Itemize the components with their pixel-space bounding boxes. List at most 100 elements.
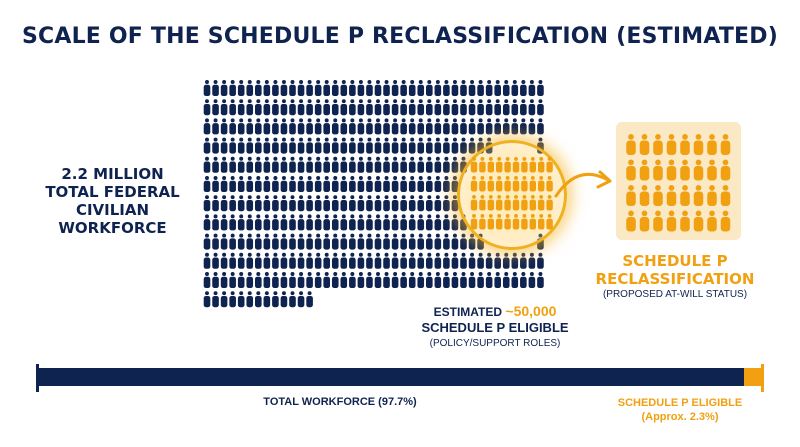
person-icon: [306, 99, 313, 116]
person-icon: [357, 80, 365, 96]
person-icon: [408, 195, 416, 212]
person-icon: [400, 272, 407, 288]
person-icon: [212, 272, 219, 288]
person-icon: [280, 252, 288, 269]
person-icon: [391, 195, 399, 212]
person-icon: [297, 99, 305, 116]
person-icon: [289, 233, 296, 250]
person-icon: [666, 185, 677, 206]
bar-end-cap: [761, 364, 764, 392]
person-icon: [496, 195, 503, 211]
person-icon: [374, 118, 382, 135]
person-icon: [289, 291, 296, 308]
person-icon: [487, 214, 494, 230]
person-icon: [666, 134, 677, 155]
person-icon: [426, 137, 433, 154]
person-icon: [280, 291, 288, 308]
person-icon: [417, 80, 425, 96]
person-icon: [487, 157, 494, 173]
person-icon: [331, 156, 339, 173]
person-icon: [246, 233, 254, 250]
person-icon: [289, 176, 296, 192]
person-icon: [229, 252, 236, 269]
person-icon: [366, 252, 373, 269]
person-icon: [443, 137, 450, 154]
person-icon: [263, 118, 271, 135]
person-icon: [639, 185, 650, 206]
person-icon: [693, 159, 704, 181]
person-icon: [443, 195, 450, 212]
person-icon: [349, 214, 356, 231]
person-icon: [263, 195, 271, 212]
person-icon: [460, 80, 467, 96]
person-icon: [374, 176, 382, 192]
person-icon: [417, 214, 425, 231]
person-icon: [434, 214, 442, 231]
person-icon: [263, 176, 271, 192]
person-icon: [485, 118, 493, 135]
person-icon: [237, 291, 245, 308]
person-icon: [340, 195, 348, 212]
person-icon: [366, 272, 373, 288]
person-icon: [255, 272, 262, 288]
person-icon: [289, 156, 296, 173]
person-icon: [263, 214, 271, 231]
person-icon: [246, 272, 254, 288]
person-icon: [366, 156, 373, 173]
person-icon: [485, 252, 493, 269]
person-icon: [426, 233, 433, 250]
person-icon: [374, 233, 382, 250]
bar-eligible-segment: [744, 368, 761, 386]
person-icon: [451, 156, 459, 173]
person-icon: [626, 134, 636, 155]
person-icon: [451, 233, 459, 250]
person-icon: [297, 137, 305, 154]
person-icon: [512, 157, 520, 173]
person-icon: [391, 176, 399, 192]
person-icon: [680, 134, 690, 155]
person-icon: [512, 176, 520, 192]
person-icon: [297, 272, 305, 288]
person-icon: [229, 214, 236, 231]
person-icon: [504, 195, 511, 211]
person-icon: [485, 99, 493, 116]
person-icon: [520, 80, 527, 96]
person-icon: [340, 233, 348, 250]
person-icon: [468, 272, 476, 288]
person-icon: [400, 99, 407, 116]
person-icon: [520, 99, 527, 116]
person-icon: [220, 118, 228, 135]
person-icon: [331, 176, 339, 192]
person-icon: [331, 80, 339, 96]
person-icon: [212, 156, 219, 173]
estimate-label: ESTIMATED ~50,000 SCHEDULE P ELIGIBLE (P…: [395, 303, 595, 352]
person-icon: [349, 118, 356, 135]
person-icon: [521, 214, 528, 230]
person-icon: [477, 99, 484, 116]
person-icon: [323, 272, 330, 288]
person-icon: [383, 80, 390, 96]
person-icon: [626, 210, 636, 232]
schedule-p-card: [616, 122, 741, 240]
person-icon: [203, 272, 211, 288]
person-icon: [383, 156, 390, 173]
person-icon: [306, 118, 313, 135]
person-icon: [520, 252, 527, 269]
person-icon: [434, 156, 442, 173]
person-icon: [323, 80, 330, 96]
person-icon: [229, 233, 236, 250]
schedule-p-title-line: SCHEDULE P: [622, 252, 728, 270]
person-icon: [229, 176, 236, 192]
person-icon: [246, 195, 254, 212]
person-icon: [528, 80, 536, 96]
person-icon: [494, 272, 501, 288]
person-icon: [323, 252, 330, 269]
person-icon: [417, 156, 425, 173]
person-icon: [331, 195, 339, 212]
person-icon: [237, 233, 245, 250]
person-icon: [246, 176, 254, 192]
person-icon: [639, 134, 650, 155]
person-icon: [314, 272, 322, 288]
person-icon: [229, 195, 236, 212]
person-icon: [383, 118, 390, 135]
